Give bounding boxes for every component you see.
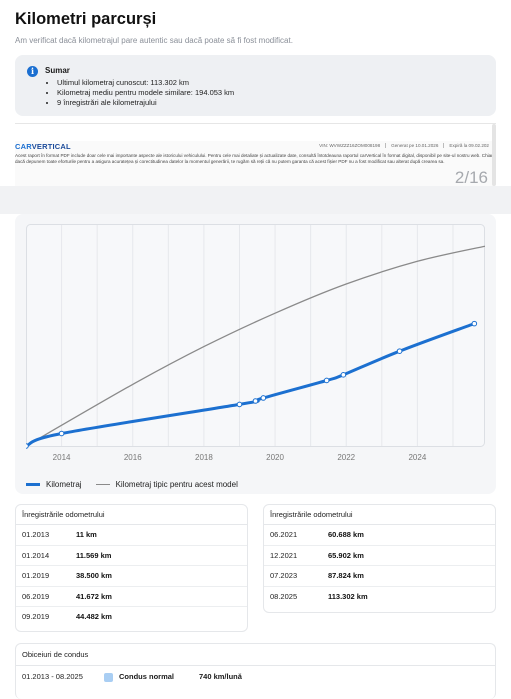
record-value: 38.500 km bbox=[76, 571, 112, 580]
records-title: Înregistrările odometrului bbox=[16, 505, 247, 525]
series-line-typical bbox=[26, 245, 485, 447]
table-row: 08.2025 113.302 km bbox=[264, 587, 495, 608]
plot-frame bbox=[26, 224, 485, 447]
legend-label-mileage: Kilometraj bbox=[46, 480, 82, 489]
data-point[interactable] bbox=[236, 401, 243, 408]
record-date: 07.2023 bbox=[270, 571, 298, 580]
report-page-preview: CARVERTICAL VIN: WVWZZZ16ZOM008198 Genera… bbox=[15, 123, 496, 187]
table-row: 01.2014 11.569 km bbox=[16, 546, 247, 566]
record-value: 44.482 km bbox=[76, 612, 112, 621]
record-value: 113.302 km bbox=[328, 591, 368, 601]
summary-panel: i Sumar Ultimul kilometraj cunoscut: 113… bbox=[15, 55, 496, 116]
chart-legend: Kilometraj Kilometraj tipic pentru acest… bbox=[26, 480, 238, 489]
data-point[interactable] bbox=[471, 320, 478, 327]
summary-item: Kilometraj mediu pentru modele similare:… bbox=[57, 88, 234, 98]
record-value: 11.569 km bbox=[76, 550, 112, 560]
table-row: 06.2019 41.672 km bbox=[16, 587, 247, 607]
vin-text: VIN: WVWZZZ16ZOM008198 bbox=[319, 143, 381, 148]
data-point[interactable] bbox=[396, 348, 403, 354]
x-tick-label: 2016 bbox=[124, 453, 142, 462]
record-value: 65.902 km bbox=[328, 550, 364, 560]
preview-scrollbar[interactable] bbox=[492, 124, 496, 186]
habits-title: Obiceiuri de condus bbox=[16, 644, 495, 666]
data-point[interactable] bbox=[26, 443, 29, 449]
info-icon: i bbox=[27, 66, 38, 77]
legend-swatch-mileage bbox=[26, 483, 40, 486]
habits-period: 01.2013 - 08.2025 bbox=[22, 672, 83, 681]
x-tick-label: 2018 bbox=[195, 453, 213, 462]
summary-item: 9 înregistrări ale kilometrajului bbox=[57, 98, 234, 108]
record-date: 06.2021 bbox=[270, 530, 298, 539]
x-tick-label: 2020 bbox=[266, 453, 284, 462]
table-row: 12.2021 65.902 km bbox=[264, 546, 495, 566]
legend-label-typical: Kilometraj tipic pentru acest model bbox=[115, 480, 238, 489]
data-point[interactable] bbox=[323, 377, 330, 384]
legend-swatch-typical bbox=[95, 484, 110, 485]
records-title: Înregistrările odometrului bbox=[264, 505, 495, 525]
data-point[interactable] bbox=[340, 372, 347, 378]
table-row: 01.2013 11 km bbox=[16, 525, 247, 546]
record-date: 08.2025 bbox=[270, 591, 298, 601]
driving-style: Condus normal bbox=[119, 672, 175, 681]
record-value: 60.688 km bbox=[328, 530, 364, 539]
summary-list: Ultimul kilometraj cunoscut: 113.302 km … bbox=[57, 78, 234, 108]
record-value: 41.672 km bbox=[76, 591, 112, 601]
x-tick-label: 2022 bbox=[337, 453, 355, 462]
summary-item: Ultimul kilometraj cunoscut: 113.302 km bbox=[57, 78, 234, 88]
report-header: CARVERTICAL VIN: WVWZZZ16ZOM008198 Genera… bbox=[15, 141, 493, 187]
record-date: 01.2014 bbox=[22, 550, 50, 560]
page-counter: 2/16 bbox=[454, 168, 488, 187]
table-row: 09.2019 44.482 km bbox=[16, 607, 247, 628]
record-date: 12.2021 bbox=[270, 550, 298, 560]
x-tick-label: 2024 bbox=[408, 453, 426, 462]
habits-row: 01.2013 - 08.2025 Condus normal 740 km/l… bbox=[16, 666, 495, 688]
logo-car: CAR bbox=[15, 142, 32, 151]
report-disclaimer: Acest raport în format PDF include doar … bbox=[15, 153, 493, 164]
record-value: 87.824 km bbox=[328, 571, 364, 580]
expiry-date: Expiră la 09.02.202 bbox=[449, 143, 489, 148]
carvertical-logo: CARVERTICAL bbox=[15, 142, 71, 151]
table-row: 01.2019 38.500 km bbox=[16, 566, 247, 587]
page-separator bbox=[0, 186, 511, 214]
record-date: 01.2019 bbox=[22, 571, 50, 580]
record-date: 06.2019 bbox=[22, 591, 50, 601]
page-title: Kilometri parcurși bbox=[15, 10, 157, 28]
odometer-records-left: Înregistrările odometrului 01.2013 11 km … bbox=[15, 504, 248, 632]
table-row: 07.2023 87.824 km bbox=[264, 566, 495, 587]
logo-vertical: VERTICAL bbox=[31, 142, 71, 151]
table-row: 06.2021 60.688 km bbox=[264, 525, 495, 546]
page-subtitle: Am verificat dacă kilometrajul pare aute… bbox=[15, 36, 293, 45]
summary-title: Sumar bbox=[45, 66, 70, 75]
data-point[interactable] bbox=[252, 398, 259, 404]
record-date: 09.2019 bbox=[22, 612, 50, 621]
driving-style-chip bbox=[104, 672, 113, 682]
record-value: 11 km bbox=[76, 530, 97, 539]
record-date: 01.2013 bbox=[22, 530, 50, 539]
data-point[interactable] bbox=[58, 430, 65, 437]
data-point[interactable] bbox=[260, 395, 267, 401]
x-tick-label: 2014 bbox=[53, 453, 71, 462]
odometer-records-right: Înregistrările odometrului 06.2021 60.688… bbox=[263, 504, 496, 613]
generated-date: Generat pe 10.01.2026 bbox=[391, 143, 439, 148]
driving-habits: Obiceiuri de condus 01.2013 - 08.2025 Co… bbox=[15, 643, 496, 699]
mileage-chart: 2014 2016 2018 2020 2022 2024 bbox=[26, 224, 485, 462]
monthly-rate: 740 km/lună bbox=[199, 672, 242, 681]
report-meta: VIN: WVWZZZ16ZOM008198 Generat pe 10.01.2… bbox=[319, 143, 489, 149]
mileage-chart-card: 2014 2016 2018 2020 2022 2024 Kilometraj Kilo… bbox=[15, 214, 496, 494]
